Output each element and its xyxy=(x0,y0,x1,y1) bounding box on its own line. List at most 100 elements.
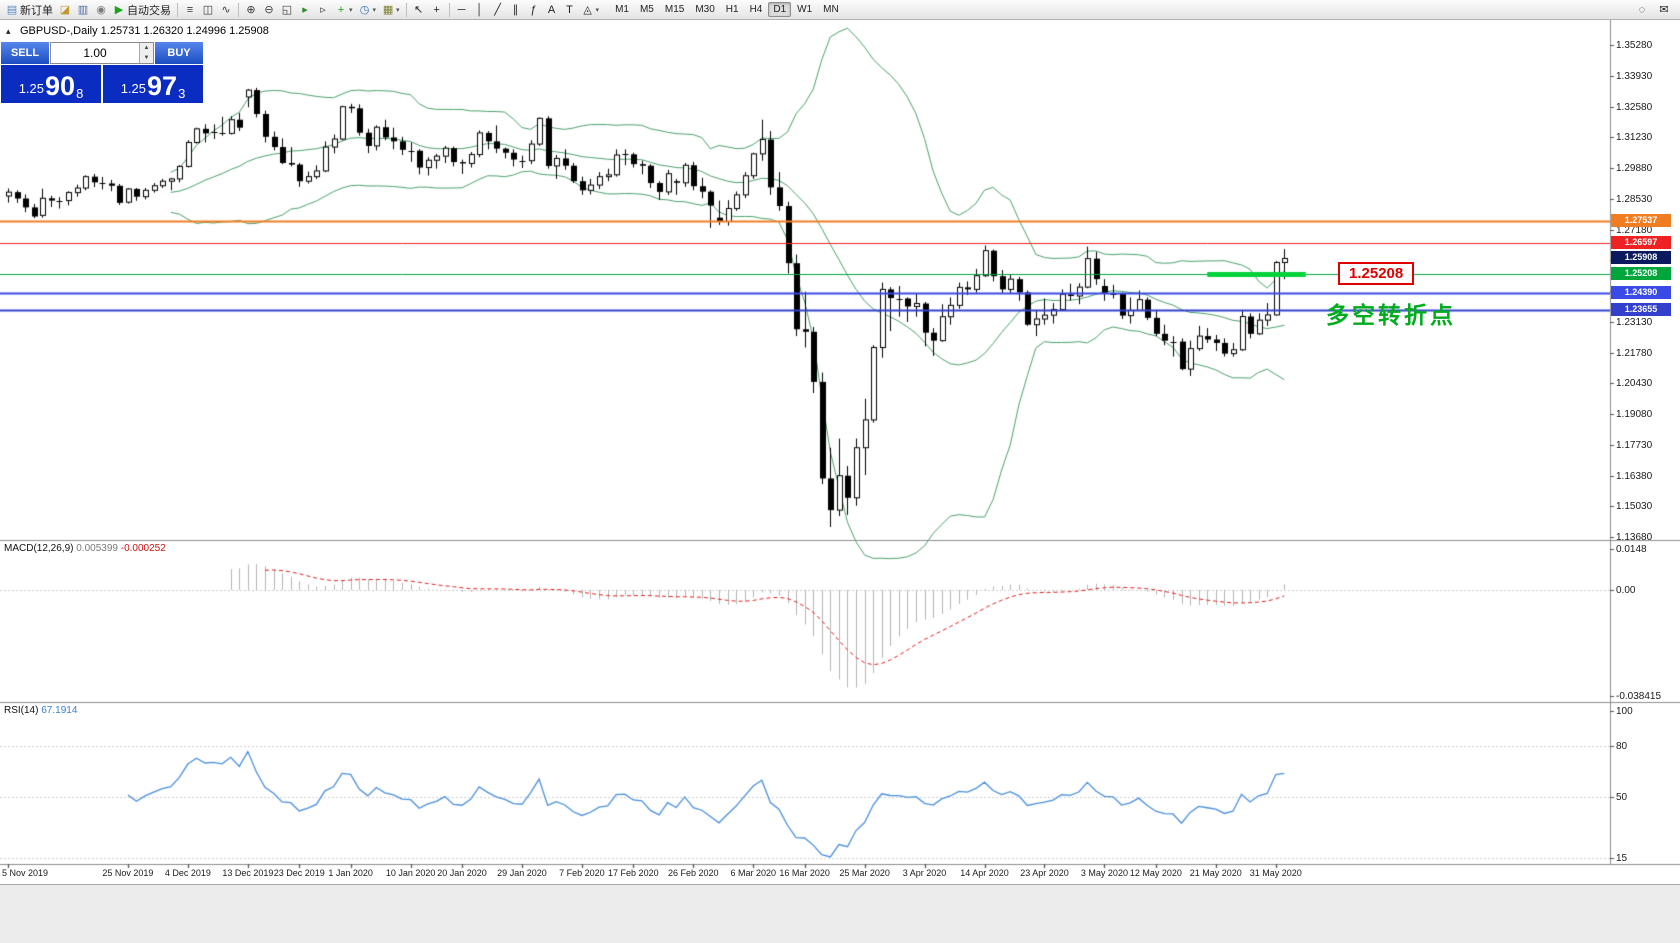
volume-value[interactable]: 1.00 xyxy=(83,46,107,60)
candles-chart-icon: ◫ xyxy=(202,3,214,16)
periods-button[interactable]: ◷ ▾ xyxy=(356,1,380,19)
rsi-indicator-label: RSI(14) 67.1914 xyxy=(4,705,77,716)
timeframe-d1-button[interactable]: D1 xyxy=(768,2,792,17)
templates-caret-icon: ▾ xyxy=(396,6,400,14)
text-label-button[interactable]: T xyxy=(561,1,579,19)
time-axis-label: 29 Jan 2020 xyxy=(497,868,547,878)
autotrading-button[interactable]: ▶ 自动交易 xyxy=(110,1,174,19)
one-click-toggle-icon[interactable]: ▴ xyxy=(6,26,11,36)
fibonacci-button[interactable]: ƒ xyxy=(525,1,543,19)
time-axis-label: 16 Mar 2020 xyxy=(779,868,830,878)
price-axis-label: 1.28530 xyxy=(1616,193,1653,205)
price-axis-label: 1.21780 xyxy=(1616,347,1653,359)
macd-axis-label: -0.038415 xyxy=(1616,691,1662,702)
status-area xyxy=(0,884,1680,943)
auto-scroll-button[interactable]: ▸ xyxy=(296,1,314,19)
indicators-button[interactable]: + ▾ xyxy=(332,1,356,19)
community-button[interactable]: ✉ xyxy=(1655,1,1673,19)
horizontal-line-button[interactable]: ─ xyxy=(453,1,471,19)
volume-up-icon[interactable]: ▲ xyxy=(140,43,153,53)
buy-button[interactable]: BUY xyxy=(155,42,203,64)
text-button[interactable]: A xyxy=(543,1,561,19)
price-axis-label: 1.23130 xyxy=(1616,316,1653,328)
crosshair-icon: + xyxy=(433,3,440,16)
trendline-button[interactable]: ╱ xyxy=(489,1,507,19)
vertical-line-icon: │ xyxy=(476,3,483,16)
buy-price[interactable]: 1.25 97 3 xyxy=(103,65,203,103)
price-level-badge: 1.25208 xyxy=(1611,267,1671,281)
zoom-out-icon: ⊖ xyxy=(264,3,274,16)
zoom-in-button[interactable]: ⊕ xyxy=(242,1,260,19)
cursor-button[interactable]: ↖ xyxy=(410,1,428,19)
timeframe-m1-button[interactable]: M1 xyxy=(615,4,629,15)
price-axis-label: 1.32580 xyxy=(1616,101,1653,113)
one-click-trading-panel: SELL 1.00 ▲ ▼ BUY 1.25 90 8 1.25 97 3 xyxy=(1,42,203,103)
time-axis-label: 25 Nov 2019 xyxy=(102,868,154,878)
price-axis-label: 1.33930 xyxy=(1616,70,1653,82)
autotrading-button-label: 自动交易 xyxy=(127,4,171,17)
volume-down-icon[interactable]: ▼ xyxy=(140,53,153,63)
timeframe-h4-button[interactable]: H4 xyxy=(749,4,763,15)
volume-stepper[interactable]: ▲ ▼ xyxy=(139,43,153,63)
candles-chart-button[interactable]: ◫ xyxy=(199,1,217,19)
vertical-line-button[interactable]: │ xyxy=(471,1,489,19)
line-chart-button[interactable]: ∿ xyxy=(217,1,235,19)
toolbar-separator xyxy=(177,2,178,17)
chart-canvas[interactable] xyxy=(0,20,1680,884)
timeframe-group: M1 M5 M15 M30 H1 H4 D1 W1 MN xyxy=(610,2,844,17)
toolbar-separator xyxy=(405,2,407,17)
chart-shift-button[interactable]: ▹ xyxy=(314,1,332,19)
timeframe-m30-button[interactable]: M30 xyxy=(695,4,715,15)
charts-button[interactable]: ▥ xyxy=(74,1,92,19)
time-axis-label: 3 Apr 2020 xyxy=(902,868,947,878)
line-chart-icon: ∿ xyxy=(221,3,231,16)
sell-price[interactable]: 1.25 90 8 xyxy=(1,65,101,103)
macd-value-main: 0.005399 xyxy=(76,543,118,554)
alerts-button[interactable]: ◉ xyxy=(92,1,110,19)
timeframe-h1-button[interactable]: H1 xyxy=(725,4,739,15)
turning-point-annotation[interactable]: 多空转折点 xyxy=(1326,302,1456,328)
metaeditor-icon: ◪ xyxy=(59,3,71,16)
channel-button[interactable]: ∥ xyxy=(507,1,525,19)
sell-button[interactable]: SELL xyxy=(1,42,49,64)
text-label-icon: T xyxy=(566,3,573,16)
templates-button[interactable]: ▦ ▾ xyxy=(379,1,403,19)
zoom-out-button[interactable]: ⊖ xyxy=(260,1,278,19)
time-axis-label: 3 May 2020 xyxy=(1080,868,1128,878)
macd-value-signal: -0.000252 xyxy=(120,543,166,554)
price-level-annotation[interactable]: 1.25208 xyxy=(1338,262,1415,285)
indicators-icon: + xyxy=(337,3,345,16)
tile-windows-button[interactable]: ◱ xyxy=(278,1,296,19)
time-axis-label: 10 Jan 2020 xyxy=(385,868,436,878)
price-axis-label: 1.13680 xyxy=(1616,532,1653,543)
volume-field[interactable]: 1.00 ▲ ▼ xyxy=(50,42,154,64)
timeframe-m5-button[interactable]: M5 xyxy=(639,4,654,15)
macd-axis-label: 0.00 xyxy=(1616,584,1636,596)
zoom-in-icon: ⊕ xyxy=(246,3,256,16)
crosshair-button[interactable]: + xyxy=(428,1,446,19)
search-button[interactable]: ◌ xyxy=(1633,1,1651,19)
tile-windows-icon: ◱ xyxy=(281,3,293,16)
timeframe-m15-button[interactable]: M15 xyxy=(664,4,685,15)
timeframe-w1-button[interactable]: W1 xyxy=(797,4,813,15)
new-order-button[interactable]: ▤ 新订单 xyxy=(3,1,56,19)
arrows-button[interactable]: ◬ ▾ xyxy=(579,1,603,19)
price-axis-label: 1.19080 xyxy=(1616,409,1653,420)
sell-price-main: 1.25 xyxy=(18,81,45,96)
price-axis-label: 1.29880 xyxy=(1616,163,1653,174)
indicators-caret-icon: ▾ xyxy=(349,6,353,14)
rsi-value: 67.1914 xyxy=(41,705,78,716)
buy-price-main: 1.25 xyxy=(120,81,147,96)
time-axis-label: 14 Apr 2020 xyxy=(960,868,1009,878)
price-axis-label: 1.31230 xyxy=(1616,132,1653,144)
timeframe-mn-button[interactable]: MN xyxy=(823,4,839,15)
bars-chart-icon: ≡ xyxy=(186,3,194,16)
metaeditor-button[interactable]: ◪ xyxy=(56,1,74,19)
templates-icon: ▦ xyxy=(382,3,394,16)
rsi-axis-label: 80 xyxy=(1616,740,1628,752)
bars-chart-button[interactable]: ≡ xyxy=(181,1,199,19)
time-axis-label: 31 May 2020 xyxy=(1249,868,1302,878)
community-icon: ✉ xyxy=(1659,3,1669,16)
toolbar-right-group: ◌ ✉ xyxy=(1633,1,1677,19)
